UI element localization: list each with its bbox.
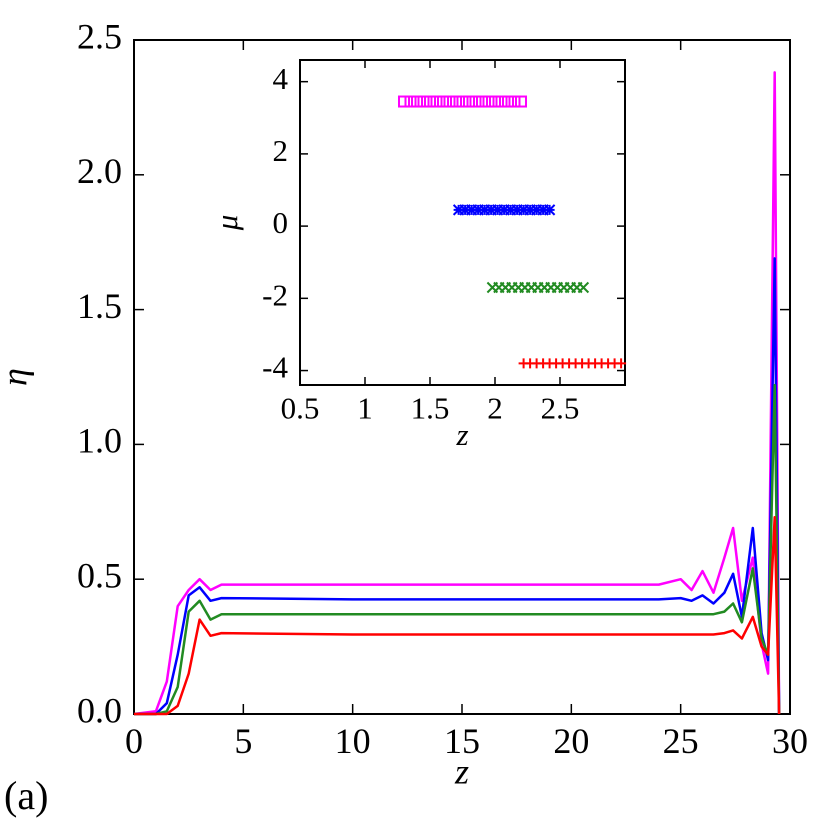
annotation: (a): [4, 773, 48, 818]
x-tick-label: 2: [487, 390, 503, 425]
marker: [463, 95, 475, 108]
y-tick-label: -4: [262, 350, 288, 385]
marker: [495, 95, 508, 108]
marker: [476, 95, 488, 108]
marker: [424, 95, 436, 108]
marker: [430, 95, 443, 108]
marker: [456, 95, 469, 108]
marker: [485, 204, 497, 216]
x-tick-label: 0: [125, 721, 143, 761]
marker: [437, 95, 449, 108]
marker: [537, 204, 549, 216]
y-axis-label: μ: [209, 215, 244, 232]
x-tick-label: 5: [234, 721, 252, 761]
marker: [450, 95, 462, 108]
marker: [469, 95, 482, 108]
marker: [498, 204, 510, 216]
marker: [491, 204, 504, 216]
data-line: [134, 257, 781, 716]
y-tick-label: 2: [273, 133, 289, 168]
x-tick-label: 20: [553, 721, 589, 761]
marker: [404, 95, 417, 108]
marker: [515, 95, 527, 108]
x-tick-label: 25: [663, 721, 699, 761]
y-tick-label: 1.0: [77, 421, 122, 461]
y-tick-label: 0: [273, 205, 289, 240]
x-axis-label: z: [455, 417, 468, 452]
marker: [530, 204, 543, 216]
marker: [511, 204, 523, 216]
marker: [504, 204, 517, 216]
marker: [517, 204, 530, 216]
x-tick-label: 1.5: [411, 390, 450, 425]
marker: [443, 95, 456, 108]
x-tick-label: 2.5: [541, 390, 580, 425]
marker: [543, 204, 556, 216]
marker: [478, 204, 491, 216]
y-tick-label: -2: [262, 277, 288, 312]
marker: [482, 95, 495, 108]
marker: [472, 204, 484, 216]
x-tick-label: 30: [772, 721, 808, 761]
x-axis-label: z: [454, 751, 469, 791]
y-tick-label: 0.5: [77, 555, 122, 595]
marker: [577, 281, 590, 294]
marker: [459, 204, 471, 216]
x-tick-label: 1: [357, 390, 373, 425]
y-axis-label: η: [0, 368, 34, 386]
marker: [398, 95, 410, 108]
plot-frame: [299, 59, 626, 386]
marker: [489, 95, 501, 108]
y-tick-label: 4: [273, 61, 289, 96]
x-tick-label: 10: [335, 721, 371, 761]
y-tick-label: 0.0: [77, 690, 122, 730]
data-line: [134, 515, 781, 716]
y-tick-label: 2.0: [77, 151, 122, 191]
marker: [411, 95, 423, 108]
data-line: [134, 383, 781, 716]
marker: [452, 204, 465, 216]
marker: [524, 204, 536, 216]
marker: [465, 204, 478, 216]
marker: [417, 95, 430, 108]
x-tick-label: 0.5: [281, 390, 320, 425]
y-tick-label: 1.5: [77, 286, 122, 326]
y-tick-label: 2.5: [77, 16, 122, 56]
x-tick-label: 15: [444, 721, 480, 761]
marker: [502, 95, 514, 108]
marker: [616, 358, 627, 369]
marker: [508, 95, 521, 108]
